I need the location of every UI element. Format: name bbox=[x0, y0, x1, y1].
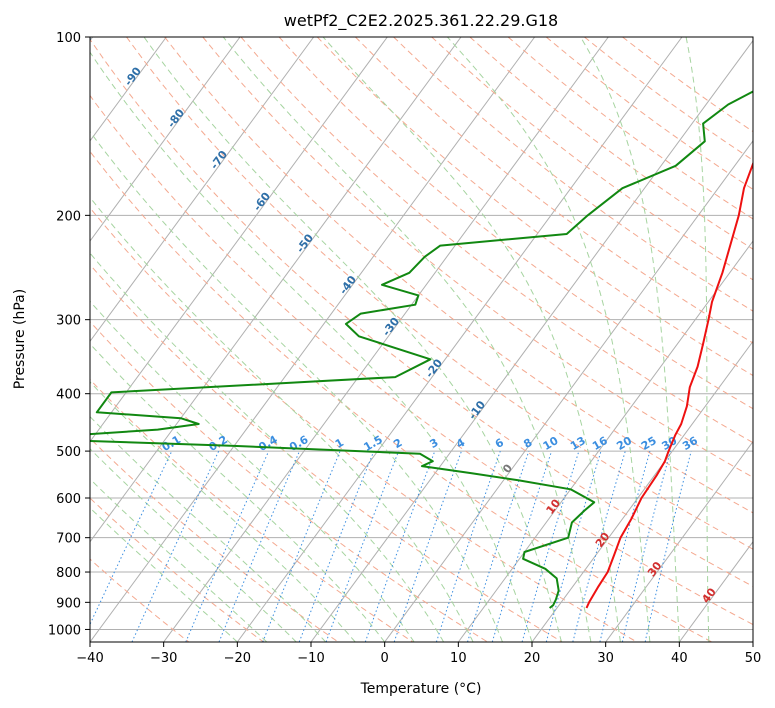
mixing-ratio-line bbox=[491, 450, 553, 642]
dry-adiabat-line bbox=[90, 150, 712, 642]
x-tick-label: −20 bbox=[224, 651, 251, 666]
mixing-ratio-line bbox=[521, 450, 580, 642]
moist-adiabat-line bbox=[90, 51, 533, 642]
mixing-ratio-line bbox=[185, 450, 270, 642]
moist-adiabat-line bbox=[90, 300, 415, 642]
isotherm-line bbox=[236, 37, 683, 642]
mixing-ratio-line bbox=[364, 450, 436, 642]
moist-adiabat-line bbox=[90, 448, 297, 642]
x-tick-label: −10 bbox=[297, 651, 324, 666]
dry-adiabat-line bbox=[126, 37, 753, 550]
isotherm-line bbox=[384, 140, 753, 642]
dry-adiabat-line bbox=[90, 378, 414, 642]
isotherm-line bbox=[90, 37, 315, 343]
moist-adiabat-line bbox=[90, 507, 238, 642]
mixing-ratio-line bbox=[467, 450, 530, 642]
dry-adiabat-line bbox=[90, 38, 753, 587]
moist-adiabat-line bbox=[90, 415, 327, 642]
y-tick-label: 800 bbox=[56, 566, 81, 581]
y-tick-label: 700 bbox=[56, 532, 81, 547]
x-tick-label: −30 bbox=[150, 651, 177, 666]
x-tick-label: 40 bbox=[671, 651, 688, 666]
moist-adiabat-line bbox=[90, 381, 356, 642]
plot-frame bbox=[89, 36, 754, 643]
x-tick-label: 20 bbox=[524, 651, 541, 666]
moist-adiabat-line bbox=[580, 37, 680, 642]
x-tick-label: 0 bbox=[381, 651, 389, 666]
moist-adiabat-line bbox=[90, 478, 268, 642]
x-tick-label: 50 bbox=[745, 651, 762, 666]
temperature-line bbox=[585, 160, 753, 609]
mixing-ratio-line bbox=[325, 450, 400, 642]
isotherm-line bbox=[310, 39, 753, 642]
dry-adiabat-line bbox=[90, 207, 638, 642]
sounding-series bbox=[90, 90, 753, 609]
y-tick-label: 500 bbox=[56, 445, 81, 460]
dry-adiabat-line bbox=[90, 497, 264, 642]
dry-adiabat-line bbox=[164, 37, 753, 514]
isotherm-line bbox=[90, 37, 388, 443]
x-tick-label: 10 bbox=[450, 651, 467, 666]
dry-adiabat-line bbox=[90, 263, 563, 642]
y-tick-label: 900 bbox=[56, 596, 81, 611]
isotherm-line bbox=[163, 37, 609, 642]
mixing-ratio-line bbox=[621, 450, 671, 642]
x-tick-label: 30 bbox=[597, 651, 614, 666]
isotherm-line bbox=[605, 440, 753, 642]
dry-adiabat-line bbox=[90, 94, 753, 626]
mixing-ratio-line bbox=[262, 450, 341, 642]
isotherm-line bbox=[531, 340, 753, 642]
dewpoint-line bbox=[90, 90, 753, 609]
moist-adiabat-line bbox=[222, 37, 592, 642]
moist-adiabat-line bbox=[90, 130, 503, 642]
mixing-ratio-line bbox=[599, 450, 651, 642]
mixing-ratio-line bbox=[393, 450, 462, 642]
chart-title: wetPf2_C2E2.2025.361.22.29.G18 bbox=[284, 11, 558, 31]
moist-adiabat-line bbox=[685, 37, 710, 642]
y-tick-label: 400 bbox=[56, 388, 81, 403]
isotherm-line bbox=[90, 37, 536, 642]
y-tick-label: 100 bbox=[56, 31, 81, 46]
dry-adiabat-line bbox=[202, 37, 753, 478]
y-tick-label: 1000 bbox=[48, 623, 81, 638]
moist-adiabat-line bbox=[143, 37, 562, 642]
mixing-ratio-line bbox=[545, 450, 602, 642]
moist-adiabat-line bbox=[447, 37, 651, 642]
y-tick-label: 600 bbox=[56, 492, 81, 507]
axes-ticks: −40 −30 −20 −10 0 10 20 30 40 50 100 200 300 400 500 60… bbox=[48, 31, 761, 666]
moist-adiabat-line bbox=[90, 343, 386, 642]
moist-adiabat-line bbox=[90, 252, 445, 642]
mixing-ratio-line bbox=[298, 450, 375, 642]
isotherm-line bbox=[90, 37, 241, 242]
x-axis-title: Temperature (°C) bbox=[360, 681, 482, 697]
moist-adiabat-line bbox=[322, 37, 621, 642]
isotherm-line bbox=[90, 37, 167, 142]
mixing-ratio-line bbox=[644, 450, 692, 642]
y-axis-title: Pressure (hPa) bbox=[12, 289, 28, 389]
y-tick-label: 200 bbox=[56, 209, 81, 224]
y-tick-label: 300 bbox=[56, 314, 81, 329]
x-tick-label: −40 bbox=[76, 651, 103, 666]
mixing-ratio-line bbox=[572, 450, 626, 642]
mixing-ratio-line bbox=[435, 450, 501, 642]
mixing-ratio-line bbox=[218, 450, 300, 642]
dry-adiabat-line bbox=[240, 37, 753, 444]
